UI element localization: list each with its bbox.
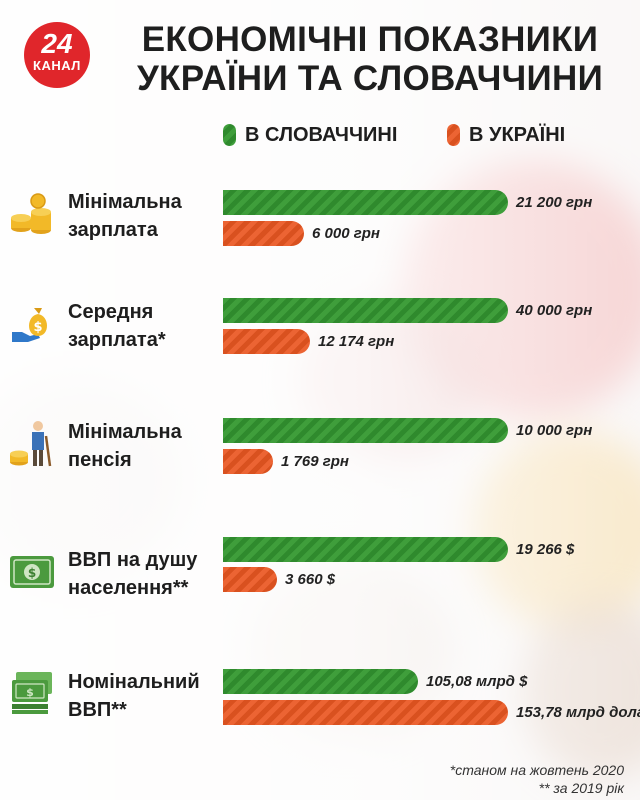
pensioner-icon	[10, 421, 52, 467]
row-label-avg-wage: Середня зарплата*	[68, 301, 166, 351]
bar-avg-wage-ukraine	[223, 329, 310, 354]
bar-nominal-gdp-slovakia	[223, 669, 418, 694]
value-nominal-gdp-slovakia: 105,08 млрд $	[426, 673, 528, 690]
bar-nominal-gdp-ukraine	[223, 700, 508, 725]
value-min-pension-ukraine: 1 769 грн	[281, 453, 349, 470]
title-line-2: УКРАЇНИ ТА СЛОВАЧЧИНИ	[136, 59, 604, 98]
bar-gdp-per-capita-ukraine	[223, 567, 277, 592]
legend-swatch-ukraine	[447, 124, 460, 146]
footnote-date: *станом на жовтень 2020	[449, 762, 624, 778]
bar-gdp-per-capita-slovakia	[223, 537, 508, 562]
footnote-year: ** за 2019 рік	[538, 780, 624, 796]
value-min-wage-ukraine: 6 000 грн	[312, 225, 380, 242]
bar-min-pension-slovakia	[223, 418, 508, 443]
row-label-min-wage: Мінімальна зарплата	[68, 191, 182, 241]
legend-swatch-slovakia	[223, 124, 236, 146]
value-min-pension-slovakia: 10 000 грн	[516, 422, 593, 439]
value-gdp-per-capita-slovakia: 19 266 $	[516, 541, 575, 558]
svg-text:$: $	[28, 566, 36, 580]
bar-avg-wage-slovakia	[223, 298, 508, 323]
legend-item-ukraine: В УКРАЇНІ	[447, 124, 565, 146]
value-gdp-per-capita-ukraine: 3 660 $	[285, 571, 336, 588]
svg-text:$: $	[33, 320, 42, 335]
value-avg-wage-ukraine: 12 174 грн	[318, 333, 395, 350]
legend-item-slovakia: В СЛОВАЧЧИНІ	[223, 124, 397, 146]
page-title: ЕКОНОМІЧНІ ПОКАЗНИКИ УКРАЇНИ ТА СЛОВАЧЧИ…	[110, 20, 630, 98]
logo-number: 24	[41, 28, 73, 59]
coins-icon	[11, 193, 51, 234]
value-avg-wage-slovakia: 40 000 грн	[516, 302, 593, 319]
bar-min-pension-ukraine	[223, 449, 273, 474]
bar-min-wage-ukraine	[223, 221, 304, 246]
value-min-wage-slovakia: 21 200 грн	[516, 194, 593, 211]
logo-text: КАНАЛ	[33, 58, 81, 73]
brand-logo: 24 КАНАЛ	[24, 22, 90, 88]
row-label-min-pension: Мінімальна пенсія	[68, 421, 182, 471]
legend-label-ukraine: В УКРАЇНІ	[469, 123, 566, 146]
banknote-icon: $	[10, 556, 54, 588]
value-nominal-gdp-ukraine: 153,78 млрд доларів	[516, 704, 640, 721]
svg-text:$: $	[26, 686, 34, 699]
row-label-gdp-per-capita: ВВП на душу населення**	[68, 549, 198, 599]
money-bag-icon: $	[12, 308, 47, 342]
money-stack-icon: $	[12, 672, 52, 714]
legend-label-slovakia: В СЛОВАЧЧИНІ	[245, 123, 398, 146]
bar-min-wage-slovakia	[223, 190, 508, 215]
title-line-1: ЕКОНОМІЧНІ ПОКАЗНИКИ	[141, 20, 599, 59]
row-label-nominal-gdp: Номінальний ВВП**	[68, 671, 200, 721]
